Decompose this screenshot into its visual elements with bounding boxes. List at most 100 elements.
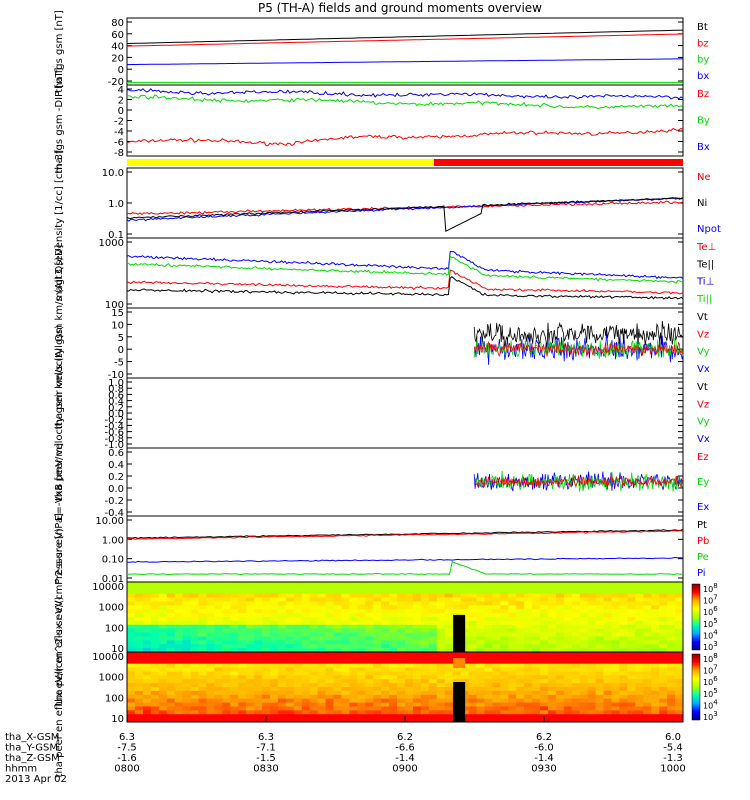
spectrogram-cell (555, 648, 565, 653)
panel-6-ytick-label: -0.6 (104, 428, 124, 439)
spectrogram-cell (285, 593, 295, 599)
spectrogram-cell (365, 620, 374, 626)
spectrogram-cell (595, 605, 605, 610)
spectrogram-cell (246, 679, 255, 684)
spectrogram-cell (142, 652, 152, 657)
colorbar-tick-label: 107 (703, 664, 718, 676)
spectrogram-cell (540, 675, 549, 680)
spectrogram-cell (134, 613, 144, 618)
spectrogram-cell (134, 714, 144, 719)
spectrogram-cell (134, 589, 144, 595)
spectrogram-cell (365, 687, 374, 692)
spectrogram-cell (540, 601, 549, 606)
spectrogram-cell (579, 609, 589, 614)
spectrogram-cell (349, 597, 358, 602)
spectrogram-cell (555, 640, 565, 645)
spectrogram-cell (571, 683, 581, 688)
spectrogram-cell (198, 632, 207, 637)
spectrogram-cell (277, 644, 287, 649)
spectrogram-cell (262, 663, 271, 669)
spectrogram-cell (381, 694, 390, 700)
spectrogram-cell (222, 667, 231, 672)
spectrogram-cell (603, 632, 613, 637)
spectrogram-cell (301, 687, 311, 692)
spectrogram-cell (222, 690, 231, 696)
spectrogram-cell (587, 667, 597, 672)
spectrogram-cell (246, 648, 255, 653)
spectrogram-cell (389, 617, 398, 622)
spectrogram-cell (468, 659, 477, 665)
spectrogram-cell (524, 667, 533, 672)
spectrogram-cell (142, 632, 152, 637)
spectrogram-cell (293, 640, 303, 645)
spectrogram-cell (405, 702, 414, 707)
spectrogram-cell (174, 694, 184, 700)
spectrogram-cell (127, 718, 136, 723)
spectrogram-cell (540, 644, 549, 649)
spectrogram-cell (333, 644, 342, 649)
spectrogram-cell (373, 671, 382, 676)
spectrogram-cell (516, 683, 525, 688)
spectrogram-cell (285, 613, 295, 618)
spectrogram-cell (127, 675, 136, 680)
spectrogram-cell (238, 624, 247, 630)
spectrogram-cell (142, 628, 152, 634)
panel-frame-5 (126, 307, 684, 379)
spectrogram-cell (516, 706, 525, 711)
spectrogram-cell (389, 624, 398, 630)
spectrogram-cell (277, 593, 287, 599)
spectrogram-cell (127, 613, 136, 618)
spectrogram-cell (492, 605, 501, 610)
spectrogram-cell (500, 632, 509, 637)
spectrogram-cell (555, 632, 565, 637)
spectrogram-cell (301, 659, 311, 665)
spectrogram-cell (381, 601, 390, 606)
spectrogram-cell (333, 659, 342, 665)
spectrogram-cell (540, 702, 549, 707)
spectrogram-cell (127, 698, 136, 704)
spectrogram-cell (373, 690, 382, 696)
spectrogram-cell (651, 710, 660, 715)
spectrogram-cell (309, 675, 319, 680)
x-axis-value: 6.0 (665, 732, 681, 743)
spectrogram-cell (158, 687, 168, 692)
spectrogram-cell (190, 609, 199, 614)
spectrogram-cell (420, 585, 430, 591)
spectrogram-cell (468, 632, 477, 637)
series-line-By (127, 94, 684, 110)
spectrogram-cell (500, 589, 509, 595)
spectrogram-cell (603, 582, 613, 587)
spectrogram-cell (214, 667, 223, 672)
spectrogram-cell (182, 659, 192, 665)
spectrogram-cell (627, 694, 636, 700)
spectrogram-cell (397, 617, 406, 622)
spectrogram-cell (428, 690, 438, 696)
spectrogram-cell (214, 624, 223, 630)
spectrogram-cell (373, 710, 382, 715)
spectrogram-cell (214, 613, 223, 618)
spectrogram-cell (277, 683, 287, 688)
spectrogram-cell (254, 589, 263, 595)
spectrogram-cell (508, 640, 517, 645)
spectrogram-cell (547, 683, 557, 688)
spectrogram-cell (444, 710, 454, 715)
spectrogram-cell (269, 644, 279, 649)
spectrogram-cell (405, 636, 414, 641)
legend-6-1: Vz (697, 399, 709, 410)
spectrogram-cell (595, 675, 605, 680)
spectrogram-cell (436, 694, 446, 700)
spectrogram-cell (397, 714, 406, 719)
spectrogram-cell (317, 648, 327, 653)
spectrogram-cell (222, 605, 231, 610)
spectrogram-cell (579, 601, 589, 606)
spectrogram-cell (468, 640, 477, 645)
spectrogram-cell (635, 675, 644, 680)
spectrogram-cell (444, 648, 454, 653)
spectrogram-cell (619, 605, 628, 610)
spectrogram-cell (484, 652, 493, 657)
spectrogram-cell (587, 601, 597, 606)
spectrogram-cell (516, 617, 525, 622)
spectrogram-cell (142, 648, 152, 653)
spectrogram-cell (484, 706, 493, 711)
spectrogram-cell (357, 710, 366, 715)
